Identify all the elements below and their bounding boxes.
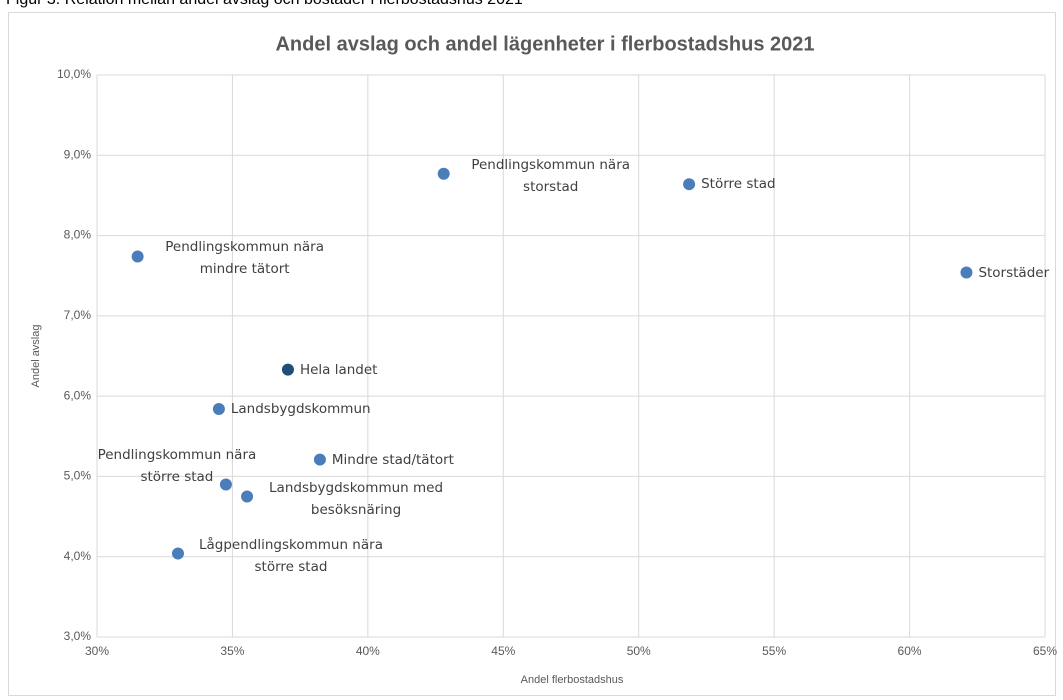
x-tick-label: 50% — [627, 644, 651, 658]
point — [131, 250, 144, 263]
point-label: Pendlingskommun nära större stad — [97, 447, 257, 486]
y-tick-label: 3,0% — [64, 629, 92, 643]
point — [313, 453, 326, 466]
caption: Figur 3. Relation mellan andel avslag oc… — [6, 0, 523, 9]
y-tick-label: 5,0% — [64, 469, 92, 483]
point — [960, 266, 973, 279]
x-tick-label: 60% — [898, 644, 922, 658]
chart-title: Andel avslag och andel lägenheter i fler… — [275, 33, 814, 55]
point-label: Större stad — [701, 176, 776, 193]
point-label: Storstäder — [978, 264, 1050, 281]
y-axis-label: Andel avslag — [30, 325, 42, 388]
y-tick-label: 6,0% — [64, 388, 92, 402]
x-tick-label: 45% — [491, 644, 515, 658]
x-axis-label: Andel flerbostadshus — [521, 674, 624, 686]
point-label: Pendlingskommun nära mindre tätort — [165, 239, 324, 278]
x-tick-label: 30% — [85, 644, 109, 658]
point — [212, 402, 225, 415]
x-tick-label: 65% — [1033, 644, 1057, 658]
point-label: Landsbygdskommun med besöksnäring — [269, 479, 444, 518]
point — [171, 547, 184, 560]
y-tick-label: 10,0% — [57, 67, 91, 81]
y-tick-label: 9,0% — [64, 147, 92, 161]
point-label: Hela landet — [299, 361, 378, 378]
point — [281, 363, 294, 376]
point-label: Lågpendlingskommun nära större stad — [198, 536, 383, 575]
point-label: Landsbygdskommun — [230, 400, 371, 417]
point — [437, 167, 450, 180]
y-tick-label: 4,0% — [64, 549, 92, 563]
chart-frame — [8, 12, 1056, 696]
x-tick-label: 35% — [220, 644, 244, 658]
point-label: Pendlingskommun nära storstad — [471, 156, 631, 195]
y-tick-label: 7,0% — [64, 308, 92, 322]
x-tick-label: 55% — [762, 644, 786, 658]
y-tick-label: 8,0% — [64, 228, 92, 242]
point — [241, 490, 254, 503]
point-label: Mindre stad/tätort — [331, 451, 454, 468]
point — [219, 478, 232, 491]
point — [683, 178, 696, 191]
x-tick-label: 40% — [356, 644, 380, 658]
